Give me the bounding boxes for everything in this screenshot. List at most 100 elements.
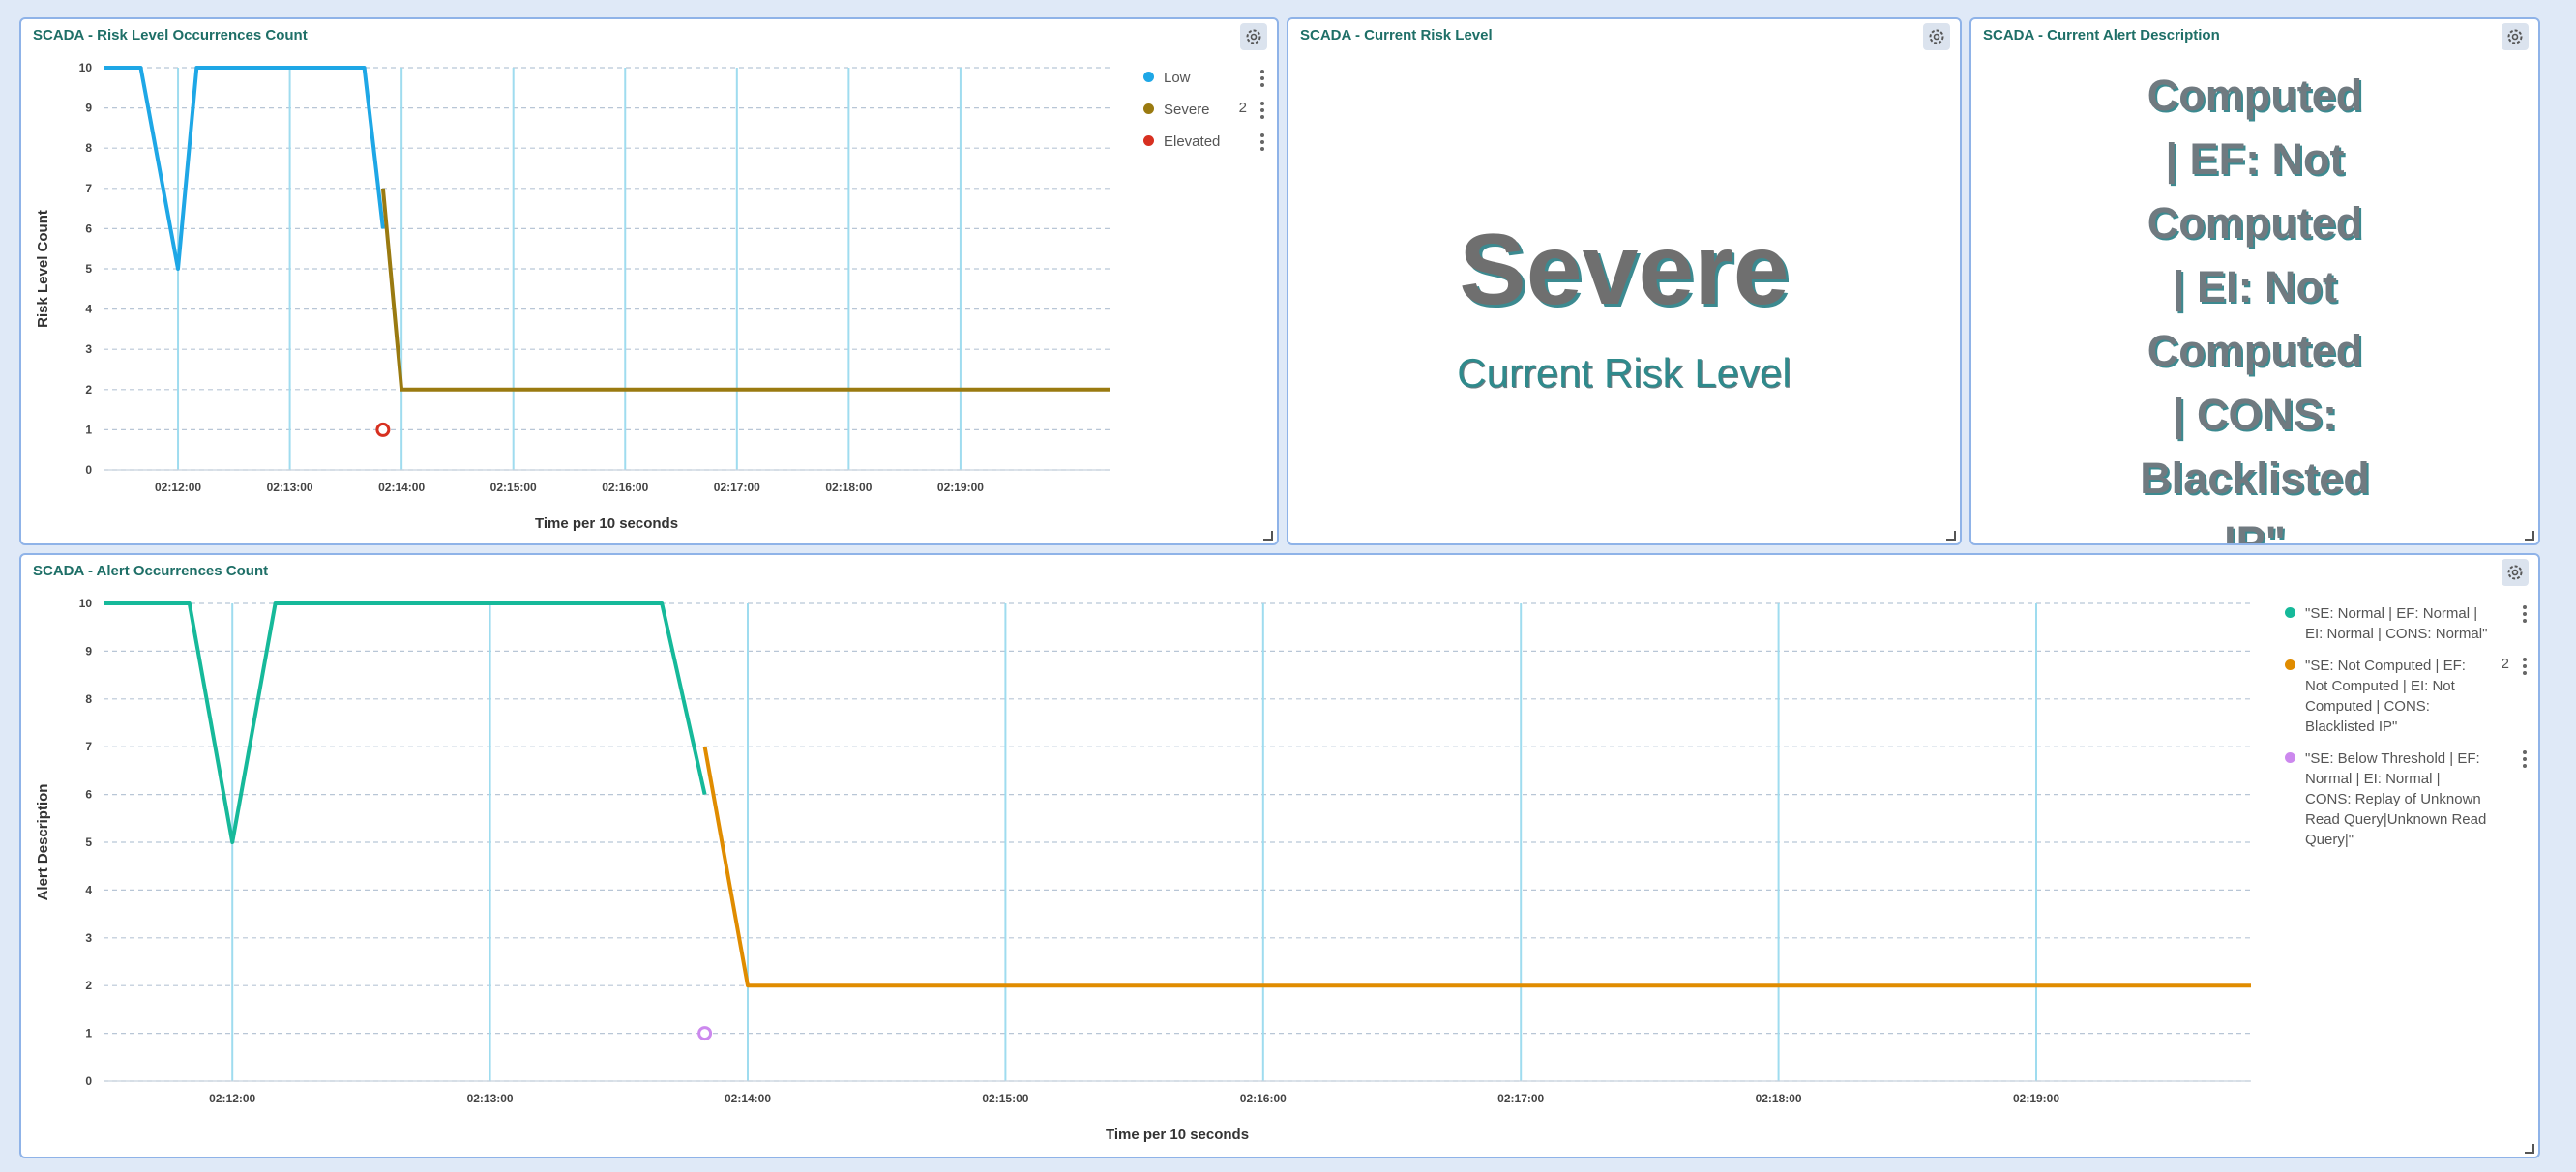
legend-count: 2 bbox=[1238, 100, 1247, 116]
alert-line: | CONS: bbox=[2172, 390, 2338, 439]
kebab-menu-icon[interactable] bbox=[2523, 658, 2527, 678]
legend-color-dot bbox=[1143, 135, 1154, 146]
y-tick-label: 6 bbox=[85, 788, 92, 802]
panel-title: SCADA - Current Alert Description bbox=[1983, 27, 2220, 44]
legend-item[interactable]: "SE: Below Threshold | EF: Normal | EI: … bbox=[2285, 748, 2527, 850]
x-tick-label: 02:14:00 bbox=[378, 481, 425, 494]
y-tick-label: 5 bbox=[85, 835, 92, 849]
y-tick-label: 8 bbox=[85, 692, 92, 706]
x-tick-label: 02:16:00 bbox=[602, 481, 648, 494]
x-tick-label: 02:16:00 bbox=[1240, 1092, 1287, 1105]
resize-corner-icon[interactable] bbox=[2525, 531, 2534, 541]
panel-title: SCADA - Risk Level Occurrences Count bbox=[33, 27, 308, 44]
alert-occurrences-chart-panel: SCADA - Alert Occurrences Count 0 1 2 3 4 5 6 7… bbox=[19, 553, 2540, 1158]
legend-item[interactable]: "SE: Not Computed | EF: Not Computed | E… bbox=[2285, 656, 2527, 737]
legend-item[interactable]: Low bbox=[1143, 68, 1264, 88]
series-point-marker[interactable] bbox=[697, 1026, 713, 1041]
x-tick-label: 02:12:00 bbox=[209, 1092, 255, 1105]
x-tick-label: 02:19:00 bbox=[2013, 1092, 2059, 1105]
kebab-menu-icon[interactable] bbox=[1260, 102, 1264, 122]
y-tick-label: 3 bbox=[85, 342, 92, 356]
kebab-menu-icon[interactable] bbox=[2523, 750, 2527, 771]
legend-label: Low bbox=[1164, 70, 1191, 86]
x-axis-label: Time per 10 seconds bbox=[535, 515, 678, 532]
legend-label: "SE: Not Computed | EF: Not Computed | E… bbox=[2305, 658, 2466, 735]
y-tick-label: 4 bbox=[85, 883, 92, 896]
legend-color-dot bbox=[1143, 103, 1154, 114]
chart-legend: Low Severe 2 Elevated bbox=[1143, 68, 1264, 163]
risk-level-chart-panel: SCADA - Risk Level Occurrences Count 0 1 2… bbox=[19, 17, 1279, 545]
y-tick-label: 10 bbox=[79, 61, 93, 74]
current-risk-value: Severe bbox=[1459, 214, 1790, 326]
x-tick-label: 02:12:00 bbox=[155, 481, 201, 494]
legend-label: Elevated bbox=[1164, 133, 1221, 150]
alert-line: Computed bbox=[2147, 198, 2363, 248]
y-tick-label: 0 bbox=[85, 463, 92, 477]
legend-item[interactable]: Elevated bbox=[1143, 132, 1264, 152]
resize-corner-icon[interactable] bbox=[1946, 531, 1956, 541]
gear-icon[interactable] bbox=[2502, 559, 2529, 586]
series-point-marker[interactable] bbox=[375, 422, 391, 437]
alert-line: Computed bbox=[2147, 71, 2363, 120]
legend-item[interactable]: Severe 2 bbox=[1143, 100, 1264, 120]
x-tick-label: 02:18:00 bbox=[825, 481, 872, 494]
x-tick-label: 02:15:00 bbox=[490, 481, 537, 494]
chart-legend: "SE: Normal | EF: Normal | EI: Normal | … bbox=[2285, 603, 2527, 862]
y-tick-label: 2 bbox=[85, 979, 92, 992]
legend-color-dot bbox=[2285, 607, 2295, 618]
y-tick-label: 9 bbox=[85, 102, 92, 115]
series-line[interactable] bbox=[104, 601, 707, 844]
x-tick-label: 02:13:00 bbox=[267, 481, 313, 494]
series-line[interactable] bbox=[380, 188, 1110, 392]
legend-color-dot bbox=[1143, 72, 1154, 82]
x-tick-label: 02:15:00 bbox=[982, 1092, 1028, 1105]
y-tick-label: 0 bbox=[85, 1074, 92, 1088]
current-alert-description-panel: SCADA - Current Alert Description Comput… bbox=[1969, 17, 2540, 545]
y-tick-label: 3 bbox=[85, 931, 92, 945]
y-tick-label: 7 bbox=[85, 182, 92, 195]
legend-count: 2 bbox=[2501, 656, 2509, 672]
resize-corner-icon[interactable] bbox=[1263, 531, 1273, 541]
legend-label: Severe bbox=[1164, 102, 1210, 118]
kebab-menu-icon[interactable] bbox=[1260, 133, 1264, 154]
x-tick-label: 02:17:00 bbox=[714, 481, 760, 494]
kebab-menu-icon[interactable] bbox=[1260, 70, 1264, 90]
alert-description-text: Computed | EF: Not Computed | EI: Not Co… bbox=[1971, 64, 2538, 545]
legend-item[interactable]: "SE: Normal | EF: Normal | EI: Normal | … bbox=[2285, 603, 2527, 644]
alert-line: IP" bbox=[2224, 517, 2286, 545]
legend-label: "SE: Below Threshold | EF: Normal | EI: … bbox=[2305, 750, 2487, 848]
y-tick-label: 5 bbox=[85, 262, 92, 276]
legend-color-dot bbox=[2285, 752, 2295, 763]
gear-icon[interactable] bbox=[1240, 23, 1267, 50]
y-tick-label: 2 bbox=[85, 383, 92, 396]
gear-icon[interactable] bbox=[2502, 23, 2529, 50]
kebab-menu-icon[interactable] bbox=[2523, 605, 2527, 626]
alert-occurrences-line-chart: 0 1 2 3 4 5 6 7 8 9 10 02:12:00 02:13:00 02:14:00 02:1… bbox=[35, 597, 2251, 1143]
legend-color-dot bbox=[2285, 659, 2295, 670]
x-tick-label: 02:17:00 bbox=[1497, 1092, 1544, 1105]
x-tick-label: 02:18:00 bbox=[1756, 1092, 1802, 1105]
x-tick-label: 02:19:00 bbox=[937, 481, 984, 494]
y-tick-label: 1 bbox=[85, 423, 92, 436]
series-line[interactable] bbox=[104, 66, 385, 271]
y-tick-label: 9 bbox=[85, 644, 92, 658]
alert-line: | EI: Not bbox=[2172, 262, 2338, 311]
current-risk-label: Current Risk Level bbox=[1457, 350, 1791, 396]
y-tick-label: 10 bbox=[79, 597, 93, 610]
current-risk-level-panel: SCADA - Current Risk Level Severe Curren… bbox=[1287, 17, 1962, 545]
alert-line: Computed bbox=[2147, 326, 2363, 375]
panel-title: SCADA - Alert Occurrences Count bbox=[33, 563, 269, 579]
resize-corner-icon[interactable] bbox=[2525, 1144, 2534, 1154]
x-tick-label: 02:13:00 bbox=[467, 1092, 514, 1105]
alert-line: | EF: Not bbox=[2165, 134, 2345, 184]
panel-title: SCADA - Current Risk Level bbox=[1300, 27, 1493, 44]
risk-level-line-chart: 0 1 2 3 4 5 6 7 8 9 10 02:12:00 02:13:00 02:14:00 02:1… bbox=[35, 61, 1110, 532]
y-axis-label: Alert Description bbox=[35, 784, 51, 901]
y-tick-label: 8 bbox=[85, 141, 92, 155]
gear-icon[interactable] bbox=[1923, 23, 1950, 50]
y-tick-label: 6 bbox=[85, 221, 92, 235]
series-line[interactable] bbox=[702, 746, 2251, 988]
legend-label: "SE: Normal | EF: Normal | EI: Normal | … bbox=[2305, 605, 2488, 642]
x-tick-label: 02:14:00 bbox=[725, 1092, 771, 1105]
alert-line: Blacklisted bbox=[2140, 454, 2370, 503]
